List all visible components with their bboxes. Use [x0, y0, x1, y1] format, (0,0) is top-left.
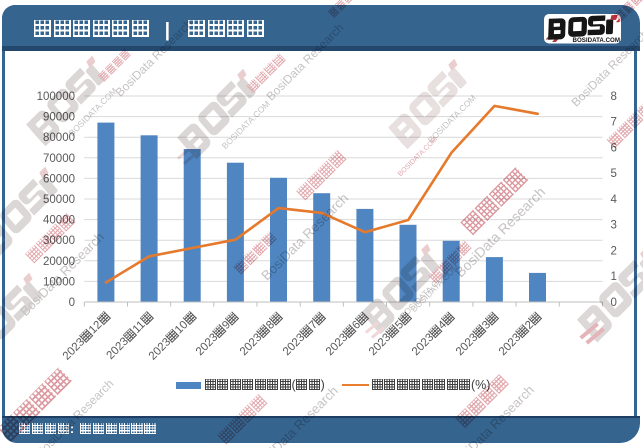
- svg-text:0: 0: [69, 297, 75, 309]
- svg-text:40000: 40000: [43, 215, 75, 227]
- svg-text:30000: 30000: [43, 235, 75, 247]
- svg-text:8: 8: [611, 91, 617, 103]
- svg-text:60000: 60000: [43, 173, 75, 185]
- svg-text:50000: 50000: [43, 194, 75, 206]
- svg-text:BOSIDATA.COM: BOSIDATA.COM: [573, 37, 621, 44]
- svg-text:90000: 90000: [43, 112, 75, 124]
- svg-text:4: 4: [611, 194, 618, 206]
- svg-text:80000: 80000: [43, 132, 75, 144]
- svg-text:6: 6: [611, 142, 617, 154]
- svg-text:20000: 20000: [43, 256, 75, 268]
- svg-text:100000: 100000: [37, 91, 75, 103]
- svg-text:70000: 70000: [43, 153, 75, 165]
- svg-text:10000: 10000: [43, 276, 75, 288]
- svg-text:3: 3: [611, 220, 617, 232]
- svg-text:5: 5: [611, 168, 617, 180]
- svg-text:7: 7: [611, 117, 617, 129]
- svg-text:1: 1: [611, 271, 617, 283]
- svg-text:2: 2: [611, 246, 617, 258]
- svg-text:0: 0: [611, 297, 617, 309]
